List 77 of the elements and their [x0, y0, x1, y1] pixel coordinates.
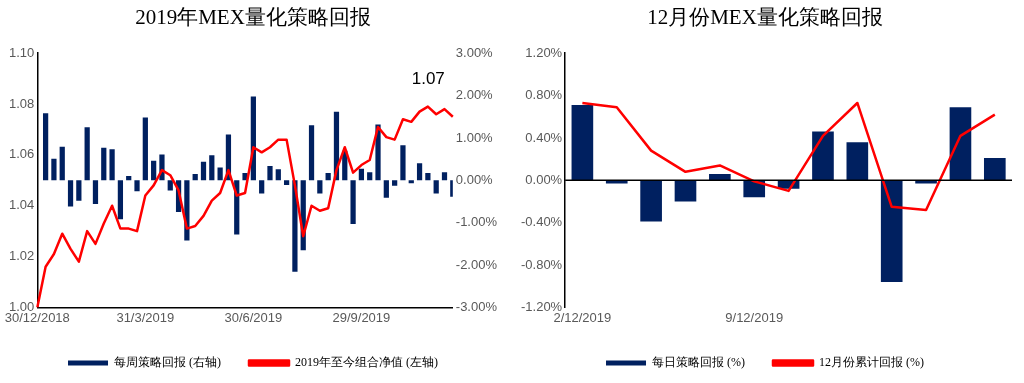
- bar: [151, 160, 157, 181]
- bar: [709, 173, 731, 181]
- bar: [441, 172, 448, 181]
- x-tick-label: 31/3/2019: [116, 309, 175, 325]
- bar: [126, 176, 132, 181]
- y2-tick-label: -3.00%: [455, 298, 498, 314]
- legend-label: 2019年至今组合净值 (左轴): [295, 355, 438, 370]
- x-tick-label: 30/6/2019: [224, 309, 283, 325]
- y-tick-label: -0.40%: [520, 214, 563, 230]
- bar: [283, 180, 290, 185]
- y-tick-label: 0.00%: [525, 171, 563, 187]
- bar: [392, 180, 398, 186]
- chart-title: 12月份MEX量化策略回报: [647, 5, 883, 30]
- y-tick-label: 1.10: [8, 44, 35, 60]
- y-tick-label: -1.20%: [520, 298, 563, 314]
- bar: [76, 180, 82, 201]
- bar: [317, 180, 323, 194]
- bar: [42, 113, 49, 181]
- bar: [267, 165, 273, 181]
- bar: [134, 180, 140, 192]
- bar: [167, 180, 173, 191]
- bar: [84, 127, 90, 181]
- bar: [101, 147, 107, 181]
- bar: [109, 149, 115, 181]
- y-tick-label: 1.08: [8, 95, 35, 111]
- bar: [325, 173, 331, 181]
- bar: [640, 180, 662, 222]
- bar: [433, 180, 439, 194]
- bar: [408, 180, 414, 184]
- bar: [192, 173, 198, 181]
- bar: [275, 169, 281, 181]
- bar: [571, 105, 594, 181]
- legend-label: 每日策略回报 (%): [652, 355, 746, 370]
- y2-tick-label: -2.00%: [455, 256, 498, 272]
- y2-tick-label: 1.00%: [455, 129, 494, 145]
- chart-title: 2019年MEX量化策略回报: [135, 5, 371, 30]
- bar: [674, 180, 697, 202]
- bar: [846, 142, 869, 181]
- y-tick-label: 1.06: [8, 146, 35, 162]
- bar: [51, 158, 57, 181]
- x-tick-label: 9/12/2019: [725, 309, 784, 325]
- bar: [880, 180, 903, 282]
- y-tick-label: -0.80%: [520, 256, 563, 272]
- y-tick-label: 1.00: [8, 298, 35, 314]
- bar: [383, 180, 389, 198]
- y-tick-label: 1.04: [8, 197, 35, 213]
- bar: [117, 180, 124, 220]
- bar: [425, 173, 431, 181]
- bar: [367, 172, 373, 181]
- x-tick-label: 29/9/2019: [332, 309, 391, 325]
- bar: [209, 155, 215, 181]
- bar: [67, 180, 74, 207]
- bar: [416, 163, 423, 181]
- y-tick-label: 0.80%: [525, 87, 563, 103]
- bar: [983, 158, 1006, 181]
- legend-label: 12月份累计回报 (%): [819, 355, 924, 370]
- y2-tick-label: 2.00%: [455, 87, 494, 103]
- bar: [92, 180, 99, 205]
- y-tick-label: 1.02: [8, 248, 35, 264]
- legend-label: 每周策略回报 (右轴): [114, 355, 222, 370]
- y2-tick-label: -1.00%: [455, 214, 498, 230]
- bar: [200, 161, 207, 181]
- y2-tick-label: 0.00%: [455, 171, 494, 187]
- bar: [358, 168, 365, 181]
- y-tick-label: 1.20%: [525, 44, 563, 60]
- y2-tick-label: 3.00%: [455, 44, 494, 60]
- bar: [142, 117, 148, 181]
- bar: [949, 107, 972, 181]
- annotation: 1.07: [411, 69, 445, 89]
- bar: [217, 167, 223, 181]
- bar: [259, 180, 265, 194]
- bar: [308, 125, 315, 181]
- bar: [59, 146, 65, 181]
- bar: [350, 180, 356, 224]
- bar: [812, 131, 834, 181]
- y-tick-label: 0.40%: [525, 129, 563, 145]
- bar: [400, 145, 406, 181]
